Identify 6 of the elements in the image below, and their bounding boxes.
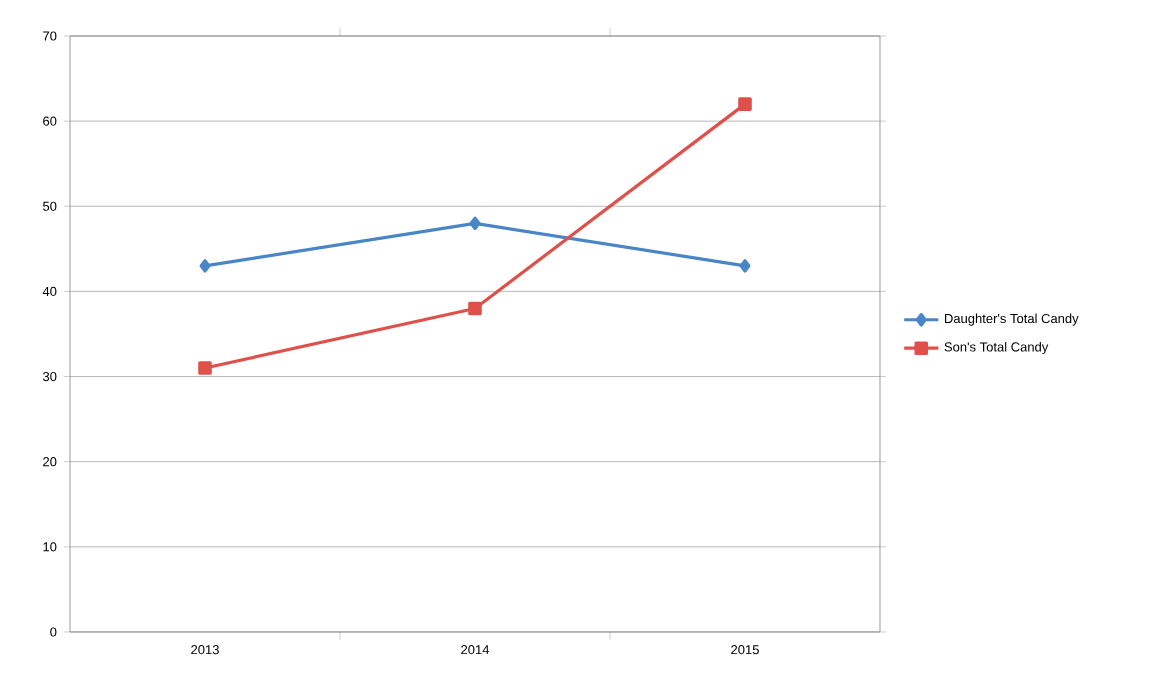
point <box>198 361 212 375</box>
point <box>738 97 752 111</box>
point <box>469 216 481 231</box>
point <box>739 259 751 273</box>
point <box>199 259 211 273</box>
point <box>468 301 482 316</box>
